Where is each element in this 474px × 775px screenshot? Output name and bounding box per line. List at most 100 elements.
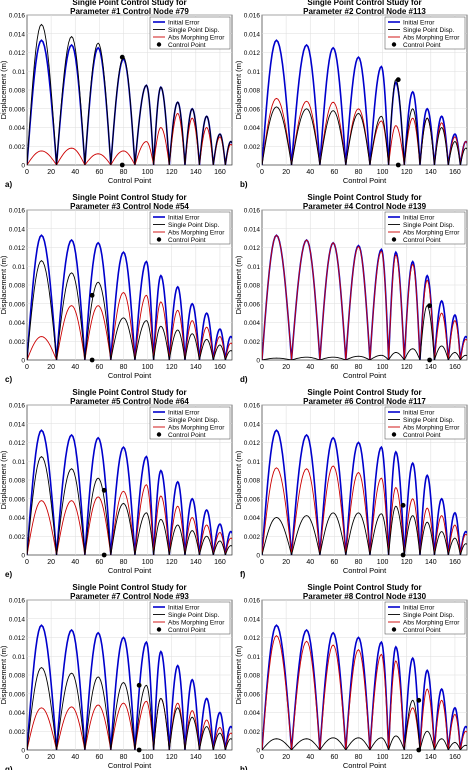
series-layer — [262, 624, 467, 750]
legend-swatch — [391, 432, 397, 437]
panel-title-line1: Single Point Control Study for — [307, 0, 421, 7]
legend-swatch — [156, 432, 162, 437]
control-point-marker — [395, 162, 401, 168]
x-tick-label: 100 — [142, 169, 154, 176]
x-tick-label: 140 — [190, 754, 202, 761]
y-tick-label: 0.014 — [9, 616, 26, 623]
legend-label: Control Point — [403, 432, 441, 439]
panel-title-line1: Single Point Control Study for — [307, 388, 421, 397]
x-tick-label: 120 — [401, 169, 413, 176]
y-tick-label: 0.01 — [12, 264, 25, 271]
x-tick-label: 0 — [260, 169, 264, 176]
legend-label: Single Point Disp. — [168, 417, 219, 424]
series-abs-morphing-error-line — [262, 635, 467, 750]
x-tick-label: 40 — [71, 364, 79, 371]
y-tick-label: 0.004 — [9, 515, 26, 522]
y-tick-label: 0.006 — [9, 106, 26, 113]
x-tick-label: 140 — [425, 754, 437, 761]
y-tick-label: 0.014 — [9, 421, 26, 428]
legend-label: Single Point Disp. — [403, 27, 454, 34]
control-point-marker — [395, 77, 401, 83]
y-axis-label: Displacement (m) — [234, 645, 243, 704]
legend-label: Initial Error — [403, 604, 435, 611]
y-tick-label: 0.008 — [244, 478, 261, 485]
series-layer — [27, 624, 232, 750]
x-tick-label: 0 — [25, 754, 29, 761]
panel-letter: c) — [5, 375, 12, 384]
x-tick-label: 20 — [47, 364, 55, 371]
x-tick-label: 60 — [95, 364, 103, 371]
panel-letter: d) — [240, 375, 248, 384]
y-axis-label: Displacement (m) — [234, 450, 243, 509]
control-point-marker — [427, 357, 433, 363]
y-tick-label: 0 — [256, 553, 260, 560]
legend-label: Single Point Disp. — [403, 612, 454, 619]
y-tick-label: 0.01 — [12, 69, 25, 76]
y-axis-label: Displacement (m) — [234, 60, 243, 119]
series-single-point-disp-line — [262, 78, 467, 165]
x-tick-label: 80 — [120, 754, 128, 761]
panel-letter: f) — [240, 570, 246, 579]
panel-title-line2: Parameter #2 Control Node #113 — [303, 7, 426, 16]
control-point-marker — [119, 54, 125, 60]
series-single-point-disp-line — [27, 260, 232, 360]
y-tick-label: 0.016 — [9, 208, 26, 215]
legend-label: Single Point Disp. — [168, 27, 219, 34]
legend-label: Single Point Disp. — [168, 222, 219, 229]
panel-title-line1: Single Point Control Study for — [307, 193, 421, 202]
x-tick-label: 40 — [306, 754, 314, 761]
panel-title-line2: Parameter #5 Control Node #64 — [70, 397, 189, 406]
y-tick-label: 0.002 — [9, 339, 26, 346]
x-tick-label: 160 — [214, 754, 226, 761]
series-initial-error-line — [27, 429, 232, 555]
y-tick-label: 0.01 — [247, 264, 260, 271]
y-tick-label: 0.014 — [244, 421, 261, 428]
y-axis-label: Displacement (m) — [0, 645, 8, 704]
y-tick-label: 0.012 — [9, 440, 26, 447]
x-tick-label: 40 — [71, 169, 79, 176]
legend-label: Control Point — [168, 627, 206, 634]
panel-letter: e) — [5, 570, 12, 579]
series-layer — [27, 429, 232, 555]
series-initial-error-line — [27, 234, 232, 360]
x-tick-label: 120 — [401, 754, 413, 761]
x-tick-label: 100 — [377, 559, 389, 566]
legend-swatch — [156, 237, 162, 242]
series-abs-morphing-error-line — [27, 484, 232, 555]
x-axis-label: Control Point — [343, 176, 387, 185]
x-axis-label: Control Point — [343, 566, 387, 575]
y-tick-label: 0 — [21, 163, 25, 170]
y-tick-label: 0 — [21, 748, 25, 755]
panel-title-line1: Single Point Control Study for — [307, 583, 421, 592]
x-tick-label: 60 — [95, 559, 103, 566]
y-tick-label: 0 — [256, 748, 260, 755]
series-single-point-disp-line — [27, 666, 232, 750]
x-tick-label: 160 — [449, 559, 461, 566]
series-initial-error-line — [262, 429, 467, 555]
control-point-marker — [89, 292, 95, 298]
y-tick-label: 0.002 — [244, 339, 261, 346]
x-tick-label: 140 — [425, 559, 437, 566]
control-point-marker — [119, 162, 125, 168]
x-tick-label: 0 — [260, 754, 264, 761]
x-tick-label: 80 — [355, 364, 363, 371]
panel-title-line1: Single Point Control Study for — [72, 0, 186, 7]
x-tick-label: 140 — [425, 169, 437, 176]
y-tick-label: 0.004 — [244, 320, 261, 327]
x-tick-label: 80 — [120, 559, 128, 566]
x-tick-label: 60 — [95, 169, 103, 176]
x-tick-label: 0 — [260, 559, 264, 566]
x-tick-label: 120 — [166, 559, 178, 566]
y-tick-label: 0.006 — [9, 301, 26, 308]
series-abs-morphing-error-line — [262, 465, 467, 555]
legend-swatch — [391, 42, 397, 47]
x-tick-label: 120 — [401, 559, 413, 566]
series-single-point-disp-line — [27, 455, 232, 555]
x-axis-label: Control Point — [108, 176, 152, 185]
x-tick-label: 160 — [449, 169, 461, 176]
y-tick-label: 0.004 — [244, 710, 261, 717]
y-tick-label: 0.002 — [244, 144, 261, 151]
